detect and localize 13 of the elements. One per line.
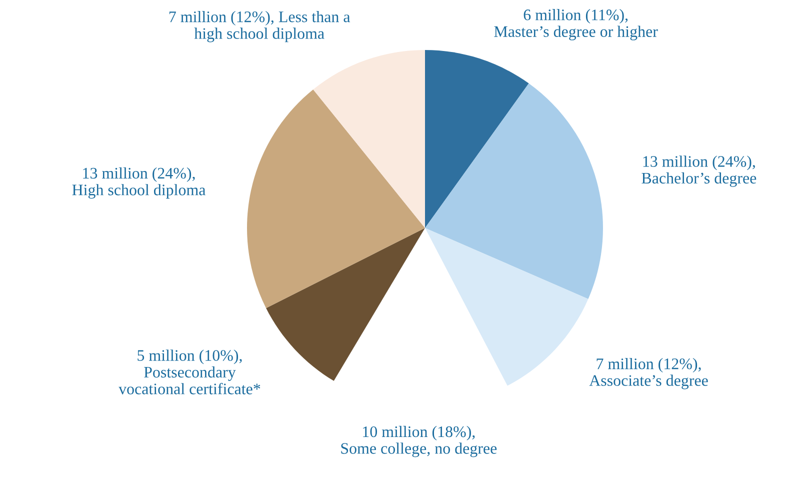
data-label: 6 million (11%), xyxy=(524,9,628,24)
slice-label: Postsecondary vocational certificate* xyxy=(118,366,260,394)
data-label: 13 million (24%), xyxy=(643,156,755,170)
slice-label: Some college, no degree xyxy=(341,442,497,458)
data-label: 7 million (12%), xyxy=(596,358,701,372)
slice-label: High school diploma xyxy=(72,184,206,199)
data-label: 5 million (10%), xyxy=(138,350,242,364)
slice-label: Associate’s degree xyxy=(589,374,708,390)
slice-label: Master’s degree or higher xyxy=(494,26,658,40)
data-label: 13 million (24%), xyxy=(83,167,195,182)
slice-label: Bachelor’s degree xyxy=(642,172,756,187)
data-label: 10 million (18%), xyxy=(363,426,475,440)
slice-label: 7 million (12%), Less than a high school diploma xyxy=(169,10,350,42)
